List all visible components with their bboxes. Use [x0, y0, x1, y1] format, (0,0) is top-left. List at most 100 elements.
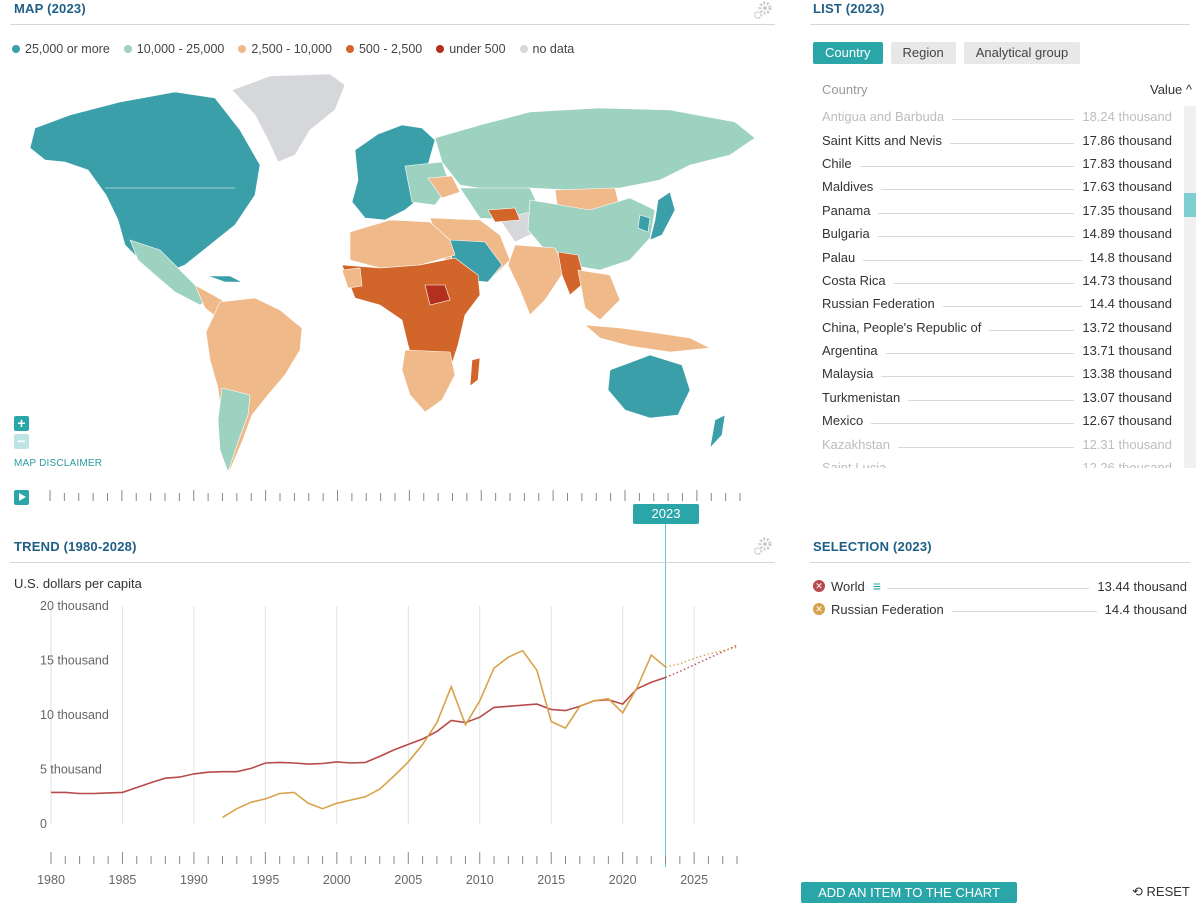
year-timeline-slider[interactable]: [40, 488, 745, 504]
leader-line: [886, 587, 1090, 589]
map-region-russian-federation: [434, 107, 756, 191]
list-item-name: Saint Lucia: [822, 460, 887, 468]
list-scrollbar[interactable]: [1184, 106, 1196, 468]
list-item[interactable]: Palau 14.8 thousand: [822, 245, 1172, 268]
selection-value: 14.4 thousand: [1104, 601, 1187, 617]
list-scrollbar-thumb[interactable]: [1184, 193, 1196, 217]
list-item-value: 17.35 thousand: [1082, 202, 1172, 218]
list-item-name: Costa Rica: [822, 272, 886, 288]
selection-row-world: ✕ World ≡ 13.44 thousand: [813, 576, 1187, 596]
map-region-west-africa-coast: [341, 267, 363, 289]
map-legend: 25,000 or more 10,000 - 25,000 2,500 - 10,…: [12, 42, 574, 56]
map-region-caribbean: [207, 275, 243, 283]
tab-analytical-group[interactable]: Analytical group: [963, 42, 1081, 64]
remove-world-icon[interactable]: ✕: [813, 580, 825, 592]
list-item[interactable]: Turkmenistan 13.07 thousand: [822, 386, 1172, 409]
list-item[interactable]: Kazakhstan 12.31 thousand: [822, 432, 1172, 455]
list-item[interactable]: Saint Kitts and Nevis 17.86 thousand: [822, 128, 1172, 151]
reset-button[interactable]: ⟲ RESET: [1132, 884, 1190, 900]
list-item-name: Malaysia: [822, 366, 874, 382]
list-item-name: China, People's Republic of: [822, 319, 982, 335]
legend-item[interactable]: under 500: [436, 42, 506, 56]
selection-value: 13.44 thousand: [1097, 578, 1187, 594]
tab-region[interactable]: Region: [890, 42, 956, 64]
legend-swatch: [238, 45, 247, 53]
selection-row-russian-federation: ✕ Russian Federation 14.4 thousand: [813, 599, 1187, 619]
map-region-new-zealand: [709, 414, 726, 449]
list-item-value: 14.8 thousand: [1089, 249, 1172, 265]
x-tick-label: 1990: [180, 873, 208, 887]
legend-item[interactable]: 10,000 - 25,000: [123, 42, 225, 56]
legend-item[interactable]: 25,000 or more: [12, 42, 110, 56]
list-item[interactable]: Mexico 12.67 thousand: [822, 409, 1172, 432]
list-item[interactable]: Panama 17.35 thousand: [822, 199, 1172, 222]
map-region-north-america: [29, 91, 261, 276]
legend-label: under 500: [449, 42, 506, 56]
list-item-value: 17.86 thousand: [1082, 132, 1172, 148]
selection-title: SELECTION (2023): [813, 539, 932, 554]
menu-icon[interactable]: ≡: [872, 578, 881, 594]
map-settings-gear-icon[interactable]: [752, 0, 774, 22]
list-item-name: Chile: [822, 155, 852, 171]
list-header: Country Value ^: [822, 82, 1192, 97]
list-item-name: Turkmenistan: [822, 389, 901, 405]
x-tick-label: 2000: [323, 873, 351, 887]
map-disclaimer-link[interactable]: MAP DISCLAIMER: [14, 458, 103, 469]
list-item[interactable]: Saint Lucia 12.26 thousand: [822, 456, 1172, 468]
list-item[interactable]: Argentina 13.71 thousand: [822, 339, 1172, 362]
list-column-value-sort[interactable]: Value ^: [1150, 82, 1192, 97]
list-tabs: Country Region Analytical group: [813, 42, 1081, 64]
zoom-out-button[interactable]: −: [14, 434, 29, 449]
list-item[interactable]: Maldives 17.63 thousand: [822, 175, 1172, 198]
list-item-name: Palau: [822, 249, 856, 265]
list-column-country[interactable]: Country: [822, 82, 868, 97]
play-icon[interactable]: [14, 490, 29, 505]
current-year-marker[interactable]: 2023: [633, 504, 699, 524]
map-region-greenland: [231, 73, 346, 163]
x-tick-label: 2010: [466, 873, 494, 887]
list-item[interactable]: Antigua and Barbuda 18.24 thousand: [822, 106, 1172, 128]
list-title: LIST (2023): [813, 1, 885, 16]
legend-item[interactable]: 2,500 - 10,000: [238, 42, 332, 56]
list-item-value: 17.63 thousand: [1082, 179, 1172, 195]
list-item-value: 13.72 thousand: [1082, 319, 1172, 335]
trend-title: TREND (1980-2028): [14, 539, 137, 554]
reset-label: RESET: [1146, 884, 1190, 899]
selection-name: Russian Federation: [831, 601, 944, 617]
list-item[interactable]: Bulgaria 14.89 thousand: [822, 222, 1172, 245]
add-item-to-chart-button[interactable]: ADD AN ITEM TO THE CHART: [801, 882, 1017, 903]
map-region-korea: [637, 214, 651, 233]
leader-line: [885, 353, 1075, 355]
trend-title-rule: [10, 562, 775, 563]
legend-item[interactable]: no data: [519, 42, 574, 56]
leader-line: [949, 142, 1075, 144]
world-map[interactable]: [10, 70, 780, 480]
list-item-name: Mexico: [822, 413, 864, 429]
list-item[interactable]: Costa Rica 14.73 thousand: [822, 269, 1172, 292]
legend-label: 25,000 or more: [25, 42, 110, 56]
country-list[interactable]: Antigua and Barbuda 18.24 thousand Saint K…: [822, 106, 1172, 468]
list-item[interactable]: Russian Federation 14.4 thousand: [822, 292, 1172, 315]
trend-settings-gear-icon[interactable]: [752, 536, 774, 558]
list-item[interactable]: Chile 17.83 thousand: [822, 152, 1172, 175]
legend-label: 10,000 - 25,000: [136, 42, 225, 56]
tab-country[interactable]: Country: [813, 42, 883, 64]
leader-line: [952, 119, 1075, 121]
list-item-name: Kazakhstan: [822, 436, 890, 452]
legend-swatch: [519, 45, 528, 53]
list-item-name: Argentina: [822, 343, 878, 359]
list-item-value: 14.89 thousand: [1082, 226, 1172, 242]
legend-item[interactable]: 500 - 2,500: [345, 42, 422, 56]
list-item[interactable]: China, People's Republic of 13.72 thousan…: [822, 316, 1172, 339]
zoom-in-button[interactable]: +: [14, 416, 29, 431]
series-line: [51, 676, 666, 795]
map-region-myanmar: [557, 251, 586, 296]
leader-line: [942, 306, 1082, 308]
leader-line: [859, 165, 1075, 167]
list-item[interactable]: Malaysia 13.38 thousand: [822, 362, 1172, 385]
trend-line-chart[interactable]: 0 5 thousand 10 thousand 15 thousand 20 thou…: [0, 595, 780, 895]
remove-russian-federation-icon[interactable]: ✕: [813, 603, 825, 615]
leader-line: [881, 189, 1075, 191]
x-tick-label: 1995: [251, 873, 279, 887]
map-region-chile-argentina: [217, 387, 251, 473]
